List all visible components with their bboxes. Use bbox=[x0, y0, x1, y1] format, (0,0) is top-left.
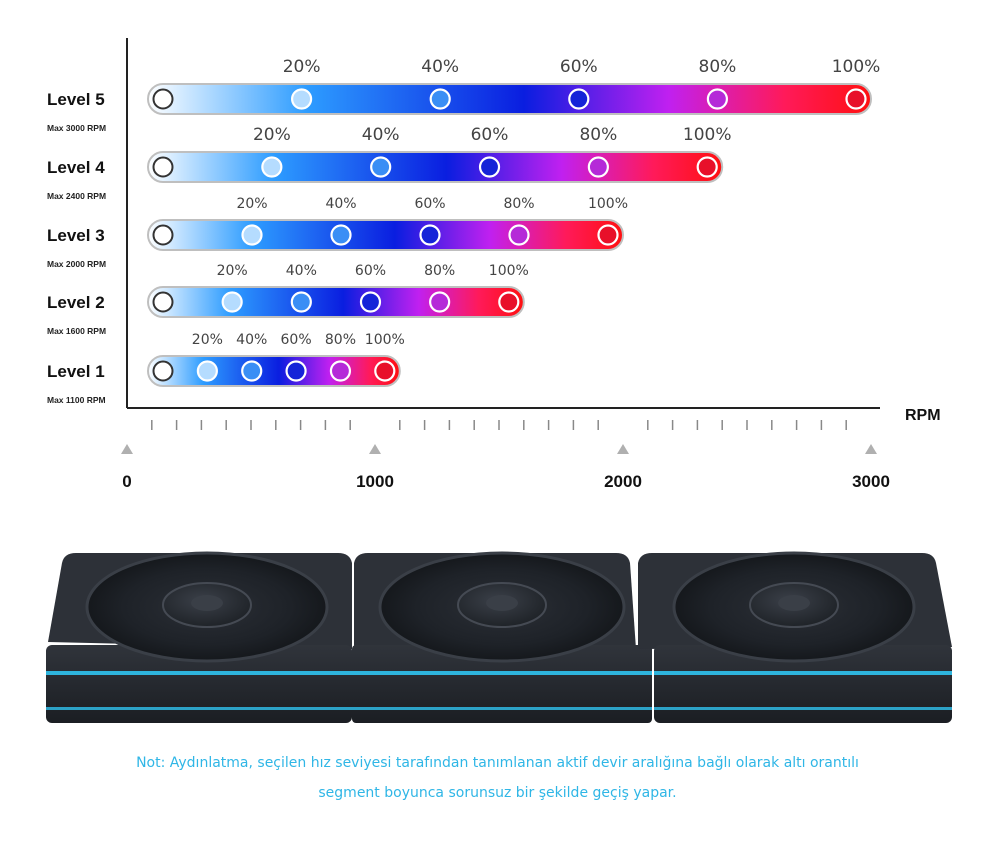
marker-percent-label: 100% bbox=[832, 57, 881, 77]
level-max-rpm: Max 1100 RPM bbox=[47, 395, 106, 405]
marker-circle bbox=[845, 88, 867, 110]
marker-percent-label: 60% bbox=[355, 263, 386, 279]
marker-circle bbox=[419, 224, 441, 246]
marker-percent-label: 100% bbox=[588, 196, 628, 212]
major-tick-marker bbox=[617, 444, 629, 454]
marker-percent-label: 40% bbox=[236, 332, 267, 348]
axis-tick-label: 0 bbox=[122, 472, 131, 491]
marker-circle bbox=[508, 224, 530, 246]
marker-0-circle bbox=[152, 88, 174, 110]
marker-circle bbox=[330, 224, 352, 246]
marker-circle bbox=[291, 88, 313, 110]
level-row-1: Level 1 Max 1100 RPM 20% 40% 60% 80% 100% bbox=[47, 332, 405, 405]
level-label: Level 4 bbox=[47, 158, 105, 177]
marker-0-circle bbox=[152, 291, 174, 313]
marker-circle bbox=[498, 291, 520, 313]
marker-percent-label: 40% bbox=[325, 196, 356, 212]
marker-circle bbox=[290, 291, 312, 313]
marker-circle bbox=[196, 360, 218, 382]
level-max-rpm: Max 2400 RPM bbox=[47, 191, 106, 201]
level-row-2: Level 2 Max 1600 RPM 20% 40% 60% 80% 100% bbox=[47, 263, 529, 336]
marker-percent-label: 60% bbox=[281, 332, 312, 348]
marker-circle bbox=[261, 156, 283, 178]
marker-circle bbox=[568, 88, 590, 110]
axis-minor-ticks bbox=[151, 420, 847, 430]
axis-unit-label: RPM bbox=[905, 407, 941, 424]
marker-percent-label: 100% bbox=[683, 125, 732, 145]
level-label: Level 2 bbox=[47, 293, 105, 312]
fan-unit-3 bbox=[638, 551, 952, 723]
marker-percent-label: 80% bbox=[424, 263, 455, 279]
axis-tick-label: 1000 bbox=[356, 472, 394, 491]
level-label: Level 5 bbox=[47, 90, 105, 109]
axis-tick-label: 2000 bbox=[604, 472, 642, 491]
marker-0-circle bbox=[152, 156, 174, 178]
marker-percent-label: 20% bbox=[217, 263, 248, 279]
fan-unit-1 bbox=[46, 551, 352, 723]
marker-circle bbox=[696, 156, 718, 178]
major-tick-marker bbox=[121, 444, 133, 454]
marker-percent-label: 60% bbox=[471, 125, 509, 145]
marker-circle bbox=[241, 360, 263, 382]
marker-circle bbox=[329, 360, 352, 382]
level-bar bbox=[147, 219, 624, 251]
marker-circle bbox=[241, 224, 263, 246]
marker-percent-label: 60% bbox=[560, 57, 598, 77]
marker-percent-label: 100% bbox=[365, 332, 405, 348]
level-bar bbox=[147, 83, 872, 115]
marker-circle bbox=[370, 156, 392, 178]
level-row-5: Level 5 Max 3000 RPM 20% 40% 60% 80% 100% bbox=[47, 57, 880, 133]
marker-percent-label: 20% bbox=[192, 332, 223, 348]
level-max-rpm: Max 3000 RPM bbox=[47, 123, 106, 133]
level-row-3: Level 3 Max 2000 RPM 20% 40% 60% 80% 100% bbox=[47, 196, 628, 269]
marker-percent-label: 20% bbox=[236, 196, 267, 212]
marker-percent-label: 40% bbox=[421, 57, 459, 77]
note-line-2: segment boyunca sorunsuz bir şekilde geç… bbox=[318, 785, 677, 801]
fan-array-image bbox=[46, 551, 952, 723]
axis-tick-label: 3000 bbox=[852, 472, 890, 491]
level-bar bbox=[147, 151, 724, 183]
marker-circle bbox=[285, 360, 307, 382]
level-max-rpm: Max 2000 RPM bbox=[47, 259, 106, 269]
marker-circle bbox=[597, 224, 619, 246]
marker-0-circle bbox=[152, 360, 174, 382]
marker-circle bbox=[359, 291, 382, 313]
marker-circle bbox=[374, 360, 396, 382]
marker-percent-label: 20% bbox=[283, 57, 321, 77]
marker-percent-label: 100% bbox=[489, 263, 529, 279]
major-tick-marker bbox=[369, 444, 381, 454]
marker-percent-label: 80% bbox=[325, 332, 356, 348]
marker-circle bbox=[429, 291, 451, 313]
marker-circle bbox=[429, 88, 451, 110]
marker-percent-label: 40% bbox=[362, 125, 400, 145]
marker-0-circle bbox=[152, 224, 174, 246]
level-label: Level 3 bbox=[47, 226, 105, 245]
marker-circle bbox=[587, 156, 609, 178]
marker-circle bbox=[478, 156, 501, 178]
marker-circle bbox=[221, 291, 243, 313]
level-label: Level 1 bbox=[47, 362, 105, 381]
level-bar bbox=[147, 355, 401, 387]
lighting-note: Not: Aydınlatma, seçilen hız seviyesi ta… bbox=[0, 748, 995, 808]
note-line-1: Not: Aydınlatma, seçilen hız seviyesi ta… bbox=[136, 755, 859, 771]
marker-percent-label: 80% bbox=[579, 125, 617, 145]
marker-circle bbox=[706, 88, 729, 110]
major-tick-marker bbox=[865, 444, 877, 454]
marker-percent-label: 20% bbox=[253, 125, 291, 145]
marker-percent-label: 40% bbox=[286, 263, 317, 279]
marker-percent-label: 60% bbox=[414, 196, 445, 212]
marker-percent-label: 80% bbox=[503, 196, 534, 212]
fan-unit-2 bbox=[352, 551, 652, 723]
marker-percent-label: 80% bbox=[699, 57, 737, 77]
level-row-4: Level 4 Max 2400 RPM 20% 40% 60% 80% 100% bbox=[47, 125, 732, 201]
level-bar bbox=[147, 286, 525, 318]
level-max-rpm: Max 1600 RPM bbox=[47, 326, 106, 336]
